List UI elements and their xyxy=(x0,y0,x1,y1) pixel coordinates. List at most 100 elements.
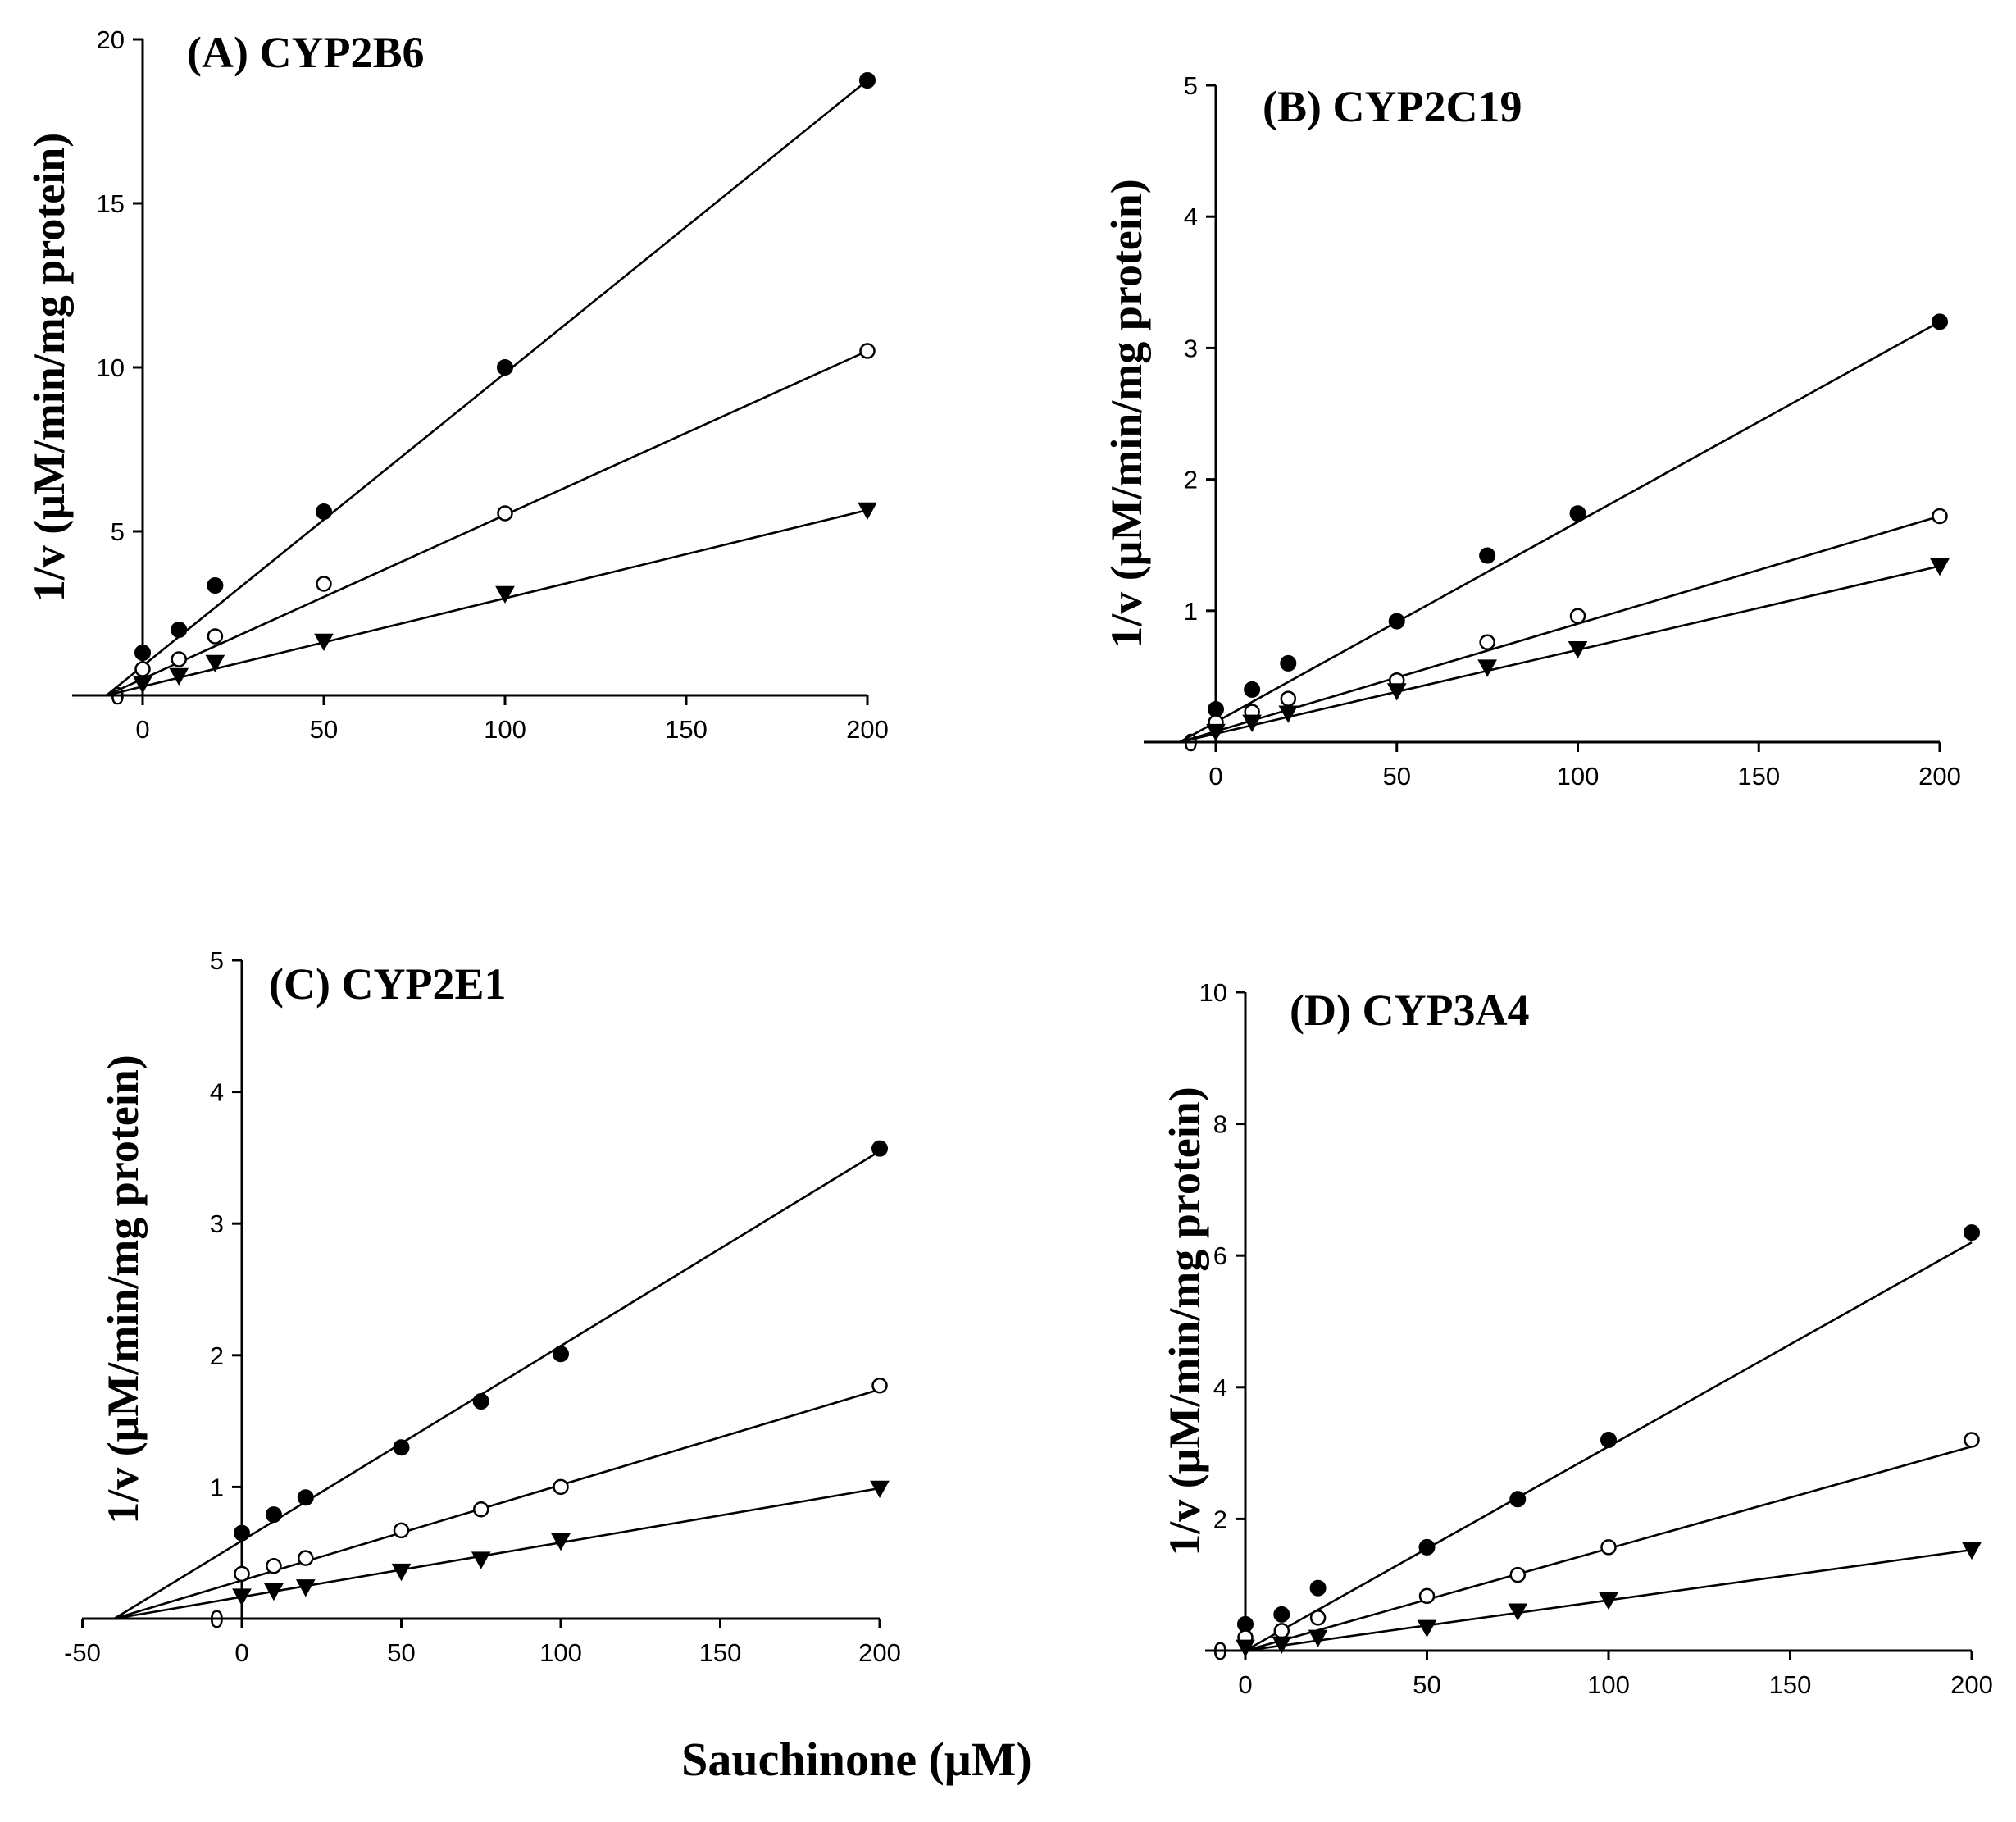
panel-d-cyp3a4: 0 50 100 150 200 0 2 4 6 8 10 (D) CYP3A4 1/v (μM/min… xyxy=(1160,978,1993,1699)
triangle-point xyxy=(1278,705,1299,723)
open-circle-point xyxy=(393,1522,410,1539)
shared-x-axis-label: Sauchinone (μM) xyxy=(681,1733,1032,1786)
open-circle-point xyxy=(1280,690,1297,707)
y-tick-label: 15 xyxy=(97,189,125,218)
triangle-point xyxy=(858,502,877,521)
y-tick-label: 4 xyxy=(1213,1373,1227,1402)
filled-circle-point xyxy=(207,577,224,594)
filled-circle-point xyxy=(1388,613,1405,630)
regression-line xyxy=(1179,321,1941,744)
filled-circle-point xyxy=(1569,505,1586,522)
filled-circle-point xyxy=(265,1506,282,1524)
filled-circle-point xyxy=(1600,1432,1617,1449)
filled-circle-point xyxy=(859,72,876,89)
open-circle-point xyxy=(234,1565,250,1583)
y-axis-label: 1/v (μM/min/mg protein) xyxy=(1102,179,1151,649)
open-circle-point xyxy=(859,343,876,359)
filled-circle-point xyxy=(1244,681,1261,698)
triangle-point xyxy=(1242,714,1262,732)
x-tick-label: 150 xyxy=(665,715,708,744)
triangle-point xyxy=(471,1551,491,1569)
y-tick-label: 5 xyxy=(111,517,125,546)
y-axis-label: 1/v (μM/min/mg protein) xyxy=(1160,1086,1209,1556)
triangle-point xyxy=(1206,723,1226,742)
x-tick-label: -50 xyxy=(64,1638,101,1667)
y-tick-label: 20 xyxy=(97,25,125,54)
filled-circle-point xyxy=(1280,654,1297,672)
x-tick-label: 50 xyxy=(1413,1670,1440,1699)
open-circle-point xyxy=(553,1478,569,1496)
filled-circle-point xyxy=(1309,1579,1327,1597)
y-tick-label: 5 xyxy=(1184,71,1198,100)
regression-line xyxy=(106,349,868,697)
triangle-point xyxy=(1386,683,1407,701)
triangle-point xyxy=(1930,558,1950,576)
x-tick-label: 50 xyxy=(310,715,338,744)
triangle-point xyxy=(1308,1629,1328,1647)
open-circle-point xyxy=(266,1558,282,1574)
filled-circle-point xyxy=(393,1439,410,1456)
filled-circle-point xyxy=(1964,1224,1980,1241)
triangle-point xyxy=(1599,1592,1618,1610)
filled-circle-point xyxy=(1418,1538,1436,1556)
triangle-point xyxy=(1272,1636,1292,1654)
triangle-point xyxy=(1508,1603,1528,1621)
x-tick-label: 150 xyxy=(1737,762,1780,790)
triangle-point xyxy=(1236,1639,1255,1658)
x-tick-label: 150 xyxy=(1769,1670,1812,1699)
regression-line xyxy=(1179,565,1941,744)
triangle-point xyxy=(232,1588,252,1606)
y-tick-label: 10 xyxy=(1199,978,1227,1007)
filled-circle-point xyxy=(234,1524,250,1542)
open-circle-point xyxy=(871,1377,888,1394)
triangle-point xyxy=(391,1563,412,1582)
y-axis-label: 1/v (μM/min/mg protein) xyxy=(98,1054,148,1524)
x-tick-label: 100 xyxy=(1587,1670,1630,1699)
triangle-point xyxy=(314,633,334,652)
y-tick-label: 0 xyxy=(1184,728,1198,757)
y-tick-label: 2 xyxy=(210,1341,224,1370)
y-tick-label: 2 xyxy=(1213,1505,1227,1533)
filled-circle-point xyxy=(497,359,513,376)
y-tick-label: 0 xyxy=(1213,1637,1227,1665)
filled-circle-point xyxy=(472,1393,489,1410)
panel-b-cyp2c19: 0 50 100 150 200 0 1 2 3 4 5 (B) CYP2C19 1/v (μM/min… xyxy=(1102,71,1961,790)
filled-circle-point xyxy=(1932,313,1948,330)
y-tick-label: 5 xyxy=(210,946,224,975)
triangle-point xyxy=(264,1583,284,1601)
y-tick-label: 0 xyxy=(210,1605,224,1633)
open-circle-point xyxy=(207,628,224,645)
open-circle-point xyxy=(1964,1432,1980,1448)
y-tick-label: 4 xyxy=(210,1078,224,1107)
filled-circle-point xyxy=(1237,1615,1254,1633)
open-circle-point xyxy=(316,576,332,592)
x-tick-label: 100 xyxy=(539,1638,582,1667)
x-tick-label: 50 xyxy=(1383,762,1411,790)
y-tick-label: 1 xyxy=(210,1473,224,1501)
triangle-point xyxy=(1477,659,1497,677)
filled-circle-point xyxy=(297,1489,314,1506)
x-tick-label: 0 xyxy=(1238,1670,1252,1699)
open-circle-point xyxy=(473,1501,489,1518)
open-circle-point xyxy=(1479,634,1495,650)
open-circle-point xyxy=(298,1550,314,1566)
open-circle-point xyxy=(497,505,513,522)
regression-line xyxy=(113,1150,881,1620)
regression-line xyxy=(105,79,868,697)
x-tick-label: 100 xyxy=(1557,762,1600,790)
open-circle-point xyxy=(134,661,151,677)
panel-c-cyp2e1: -50 0 50 100 150 200 0 1 2 3 4 5 (C) CYP2E1 1/v (μM/m… xyxy=(64,946,901,1667)
y-tick-label: 4 xyxy=(1184,203,1198,231)
filled-circle-point xyxy=(316,503,332,520)
x-tick-label: 100 xyxy=(484,715,526,744)
x-tick-label: 200 xyxy=(846,715,889,744)
y-tick-label: 1 xyxy=(1184,597,1198,626)
y-axis-label: 1/v (μM/min/mg protein) xyxy=(25,133,74,603)
filled-circle-point xyxy=(871,1140,888,1157)
triangle-point xyxy=(551,1533,571,1551)
regression-line xyxy=(114,1487,881,1620)
open-circle-point xyxy=(1273,1623,1290,1639)
filled-circle-point xyxy=(1479,547,1496,564)
